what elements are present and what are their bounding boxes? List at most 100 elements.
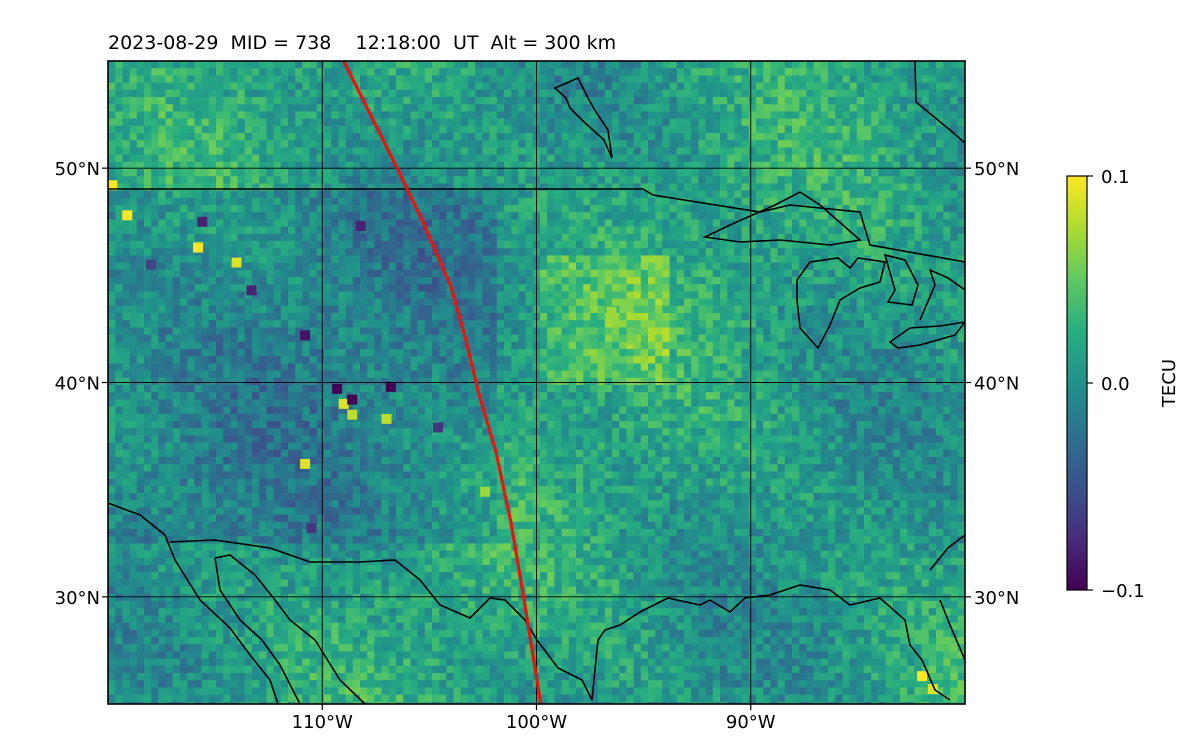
heatmap-cell bbox=[547, 190, 555, 199]
heatmap-cell bbox=[446, 68, 455, 76]
heatmap-cell bbox=[777, 205, 786, 213]
heatmap-cell bbox=[266, 277, 275, 285]
heatmap-cell bbox=[237, 154, 246, 163]
heatmap-cell bbox=[108, 255, 116, 264]
heatmap-cell bbox=[885, 197, 894, 206]
heatmap-cell bbox=[885, 154, 894, 163]
heatmap-cell bbox=[244, 190, 253, 199]
heatmap-cell bbox=[525, 341, 534, 350]
heatmap-cell bbox=[129, 298, 138, 307]
heatmap-cell bbox=[381, 255, 390, 264]
heatmap-cell bbox=[316, 75, 325, 84]
heatmap-cell bbox=[316, 111, 325, 120]
heatmap-cell bbox=[885, 320, 894, 328]
heatmap-cell bbox=[244, 118, 253, 127]
heatmap-cell bbox=[273, 277, 282, 285]
heatmap-cell bbox=[828, 140, 836, 148]
heatmap-cell bbox=[936, 140, 944, 148]
heatmap-cell bbox=[136, 233, 145, 242]
heatmap-cell bbox=[554, 262, 563, 271]
heatmap-cell bbox=[324, 248, 332, 256]
heatmap-cell bbox=[777, 298, 786, 307]
heatmap-cell bbox=[633, 233, 642, 242]
heatmap-cell bbox=[388, 219, 397, 228]
heatmap-cell bbox=[871, 349, 879, 357]
heatmap-cell bbox=[453, 75, 462, 84]
heatmap-cell bbox=[136, 183, 145, 192]
heatmap-cell bbox=[396, 277, 404, 285]
heatmap-cell bbox=[136, 212, 145, 220]
heatmap-cell bbox=[453, 133, 462, 141]
heatmap-cell bbox=[374, 233, 383, 242]
heatmap-cell bbox=[655, 241, 663, 249]
heatmap-cell bbox=[655, 154, 663, 163]
heatmap-cell bbox=[288, 147, 296, 156]
heatmap-cell bbox=[604, 89, 613, 98]
heatmap-cell bbox=[295, 327, 303, 336]
heatmap-cell bbox=[907, 291, 915, 300]
heatmap-cell bbox=[424, 327, 433, 336]
heatmap-cell bbox=[864, 305, 872, 314]
heatmap-cell bbox=[662, 277, 671, 285]
heatmap-cell bbox=[172, 255, 181, 264]
heatmap-cell bbox=[619, 176, 627, 184]
heatmap-cell bbox=[655, 118, 663, 127]
heatmap-cell bbox=[936, 262, 944, 271]
heatmap-cell bbox=[583, 147, 591, 156]
heatmap-cell bbox=[309, 190, 318, 199]
heatmap-cell bbox=[828, 327, 836, 336]
heatmap-cell bbox=[180, 349, 188, 357]
heatmap-cell bbox=[180, 356, 188, 364]
heatmap-cell bbox=[324, 97, 332, 105]
heatmap-cell bbox=[576, 291, 584, 300]
heatmap-cell bbox=[496, 104, 505, 112]
heatmap-cell bbox=[698, 320, 707, 328]
heatmap-cell bbox=[943, 219, 951, 228]
heatmap-cell bbox=[259, 68, 267, 76]
heatmap-cell bbox=[684, 313, 692, 321]
heatmap-cell bbox=[734, 125, 743, 134]
heatmap-cell bbox=[309, 161, 318, 170]
heatmap-cell bbox=[172, 169, 181, 177]
heatmap-cell bbox=[424, 118, 433, 127]
heatmap-cell bbox=[129, 248, 138, 256]
heatmap-cell bbox=[597, 226, 606, 235]
heatmap-cell bbox=[388, 97, 397, 105]
heatmap-cell bbox=[871, 190, 879, 199]
heatmap-cell bbox=[230, 356, 239, 364]
heatmap-cell bbox=[180, 313, 188, 321]
heatmap-cell bbox=[237, 233, 246, 242]
heatmap-cell bbox=[403, 291, 411, 300]
heatmap-cell bbox=[871, 169, 879, 177]
heatmap-cell bbox=[208, 341, 217, 350]
heatmap-cell bbox=[705, 125, 714, 134]
heatmap-cell bbox=[835, 154, 843, 163]
heatmap-cell bbox=[288, 356, 296, 364]
heatmap-cell bbox=[439, 118, 447, 127]
heatmap-cell bbox=[626, 97, 635, 105]
heatmap-cell bbox=[475, 205, 483, 213]
heatmap-cell bbox=[684, 183, 692, 192]
heatmap-cell bbox=[158, 147, 167, 156]
heatmap-cell bbox=[885, 291, 894, 300]
heatmap-cell bbox=[655, 197, 663, 206]
heatmap-cell bbox=[360, 269, 368, 278]
heatmap-cell bbox=[504, 291, 512, 300]
heatmap-cell bbox=[914, 154, 923, 163]
heatmap-cell bbox=[554, 298, 563, 307]
heatmap-cell bbox=[640, 284, 649, 292]
heatmap-cell bbox=[633, 255, 642, 264]
heatmap-cell bbox=[799, 154, 807, 163]
heatmap-cell bbox=[129, 284, 138, 292]
heatmap-cell bbox=[475, 298, 483, 307]
heatmap-cell bbox=[648, 82, 656, 91]
heatmap-cell bbox=[216, 334, 224, 343]
heatmap-cell bbox=[489, 111, 498, 120]
heatmap-cell bbox=[583, 140, 591, 148]
heatmap-cell bbox=[727, 284, 735, 292]
heatmap-cell bbox=[129, 197, 138, 206]
heatmap-cell bbox=[684, 341, 692, 350]
heatmap-cell bbox=[640, 161, 649, 170]
heatmap-cell bbox=[331, 190, 339, 199]
heatmap-cell bbox=[684, 118, 692, 127]
